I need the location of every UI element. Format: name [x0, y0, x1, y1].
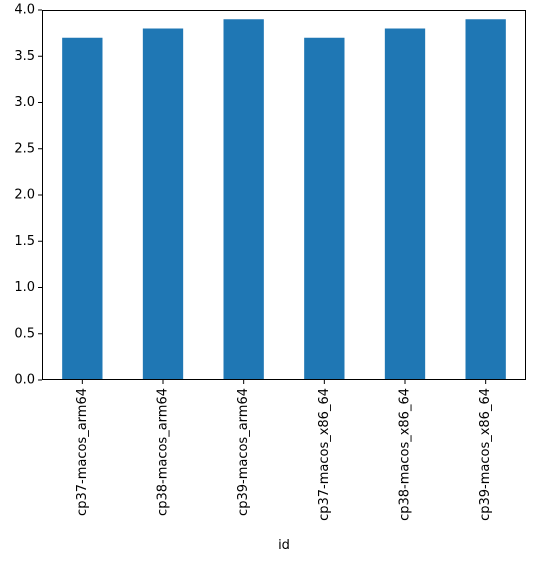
y-tick-label: 2.0 [14, 188, 35, 203]
y-tick-label: 0.0 [14, 373, 35, 388]
bar-cp37-macos_x86_64 [304, 37, 345, 380]
bar-cp39-macos_arm64 [223, 19, 264, 380]
x-tick-label: cp39-macos_x86_64 [478, 388, 493, 521]
bar-cp37-macos_arm64 [62, 37, 103, 380]
y-tick-label: 3.0 [14, 95, 35, 110]
y-tick-label: 3.5 [14, 49, 35, 64]
x-tick-label: cp38-macos_arm64 [156, 388, 171, 516]
bar-cp39-macos_x86_64 [465, 19, 506, 380]
y-tick-label: 0.5 [14, 326, 35, 341]
x-tick-label: cp38-macos_x86_64 [398, 388, 413, 521]
bars-group [62, 19, 506, 380]
x-tick-label: cp37-macos_x86_64 [317, 388, 332, 521]
y-tick-label: 2.5 [14, 141, 35, 156]
y-tick-label: 1.0 [14, 280, 35, 295]
x-tick-label: cp37-macos_arm64 [75, 388, 90, 516]
y-tick-label: 4.0 [14, 3, 35, 18]
bar-cp38-macos_arm64 [142, 28, 184, 380]
bar-cp38-macos_x86_64 [384, 28, 426, 380]
y-axis: 0.0 0.5 1.0 1.5 2.0 2.5 3.0 3.5 4.0 [14, 3, 42, 388]
x-axis: cp37-macos_arm64 cp38-macos_arm64 cp39-mac… [75, 380, 493, 521]
y-tick-label: 1.5 [14, 234, 35, 249]
x-tick-label: cp39-macos_arm64 [236, 388, 251, 516]
plot-frame [42, 10, 526, 380]
x-axis-title: id [278, 538, 290, 553]
